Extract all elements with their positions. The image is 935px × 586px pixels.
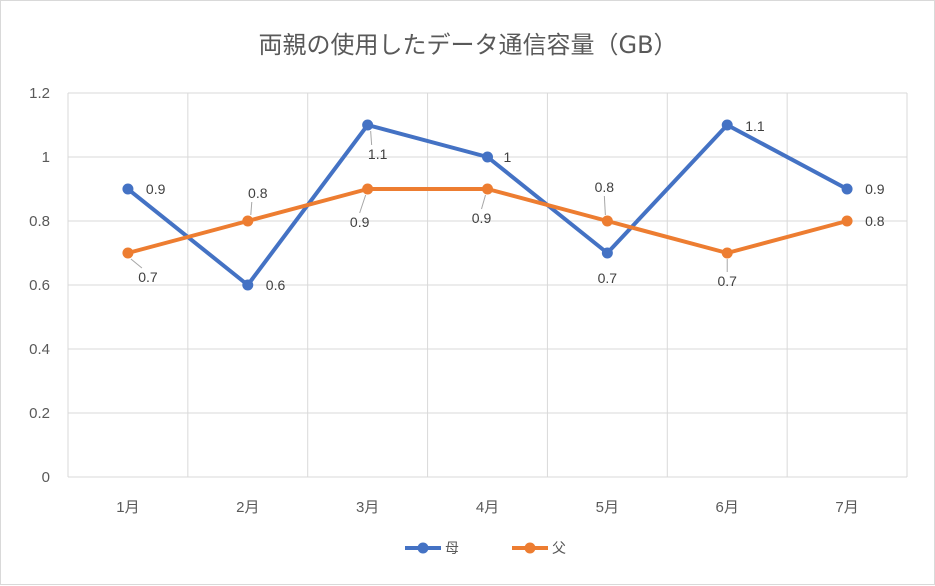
data-point (721, 247, 733, 259)
legend-label: 父 (552, 541, 566, 557)
x-tick-label: 2月 (236, 499, 259, 516)
label-leader-lines (130, 130, 728, 272)
data-point (841, 183, 853, 195)
legend-item-1[interactable]: 父 (512, 541, 566, 557)
y-tick-label: 0 (42, 469, 50, 486)
label-leader (250, 201, 253, 216)
data-label: 0.9 (472, 210, 492, 226)
data-label: 0.9 (350, 214, 370, 230)
legend-item-0[interactable]: 母 (405, 541, 459, 557)
y-tick-label: 1 (42, 149, 50, 166)
x-tick-label: 7月 (835, 499, 858, 516)
data-point (482, 151, 493, 163)
x-tick-label: 4月 (476, 499, 499, 516)
label-leader (130, 258, 143, 269)
data-point (242, 279, 254, 291)
data-point (841, 215, 853, 227)
data-point (601, 215, 613, 227)
data-point (362, 119, 374, 131)
label-leader (603, 195, 606, 216)
y-tick-label: 0.6 (29, 277, 50, 294)
y-tick-label: 0.8 (29, 213, 50, 230)
legend-label: 母 (445, 541, 459, 557)
data-label: 0.7 (138, 269, 158, 285)
data-label: 0.7 (598, 270, 618, 286)
x-tick-label: 5月 (596, 499, 619, 516)
data-point (721, 119, 733, 131)
data-point (601, 247, 613, 259)
data-label: 0.8 (248, 185, 268, 201)
data-point (122, 247, 134, 259)
series-line-0 (125, 123, 850, 287)
grid-lines (67, 92, 908, 478)
data-label: 0.8 (595, 179, 615, 195)
y-tick-label: 0.4 (29, 341, 50, 358)
y-tick-label: 0.2 (29, 405, 50, 422)
x-tick-label: 3月 (356, 499, 379, 516)
legend[interactable]: 母父 (405, 541, 566, 557)
label-leader (359, 194, 367, 214)
data-point (362, 183, 374, 195)
data-point (482, 183, 493, 195)
x-tick-label: 1月 (116, 499, 139, 516)
data-label: 1.1 (745, 118, 765, 134)
data-label: 0.8 (865, 213, 885, 229)
y-axis-ticks: 0 0.2 0.4 0.6 0.8 1 1.2 (29, 85, 50, 486)
chart-title: 両親の使用したデータ通信容量（GB） (258, 31, 677, 59)
y-tick-label: 1.2 (29, 85, 50, 102)
legend-swatch-marker (417, 542, 429, 554)
legend-swatch-marker (524, 542, 536, 554)
data-label: 1 (504, 149, 512, 165)
x-tick-label: 6月 (716, 499, 739, 516)
data-point (122, 183, 134, 195)
series-lines (122, 119, 853, 291)
x-axis-ticks: 1月 2月 3月 4月 5月 6月 7月 (116, 499, 858, 516)
data-label: 0.7 (717, 273, 737, 289)
data-label: 0.9 (146, 181, 166, 197)
data-point (242, 215, 254, 227)
data-label: 0.6 (266, 277, 286, 293)
data-label: 0.9 (865, 181, 885, 197)
data-labels: 0.9 0.6 1.1 1 0.7 1.1 0.9 0.7 0.8 0.9 0.9 0.8 0.7 0.8 (138, 118, 885, 293)
data-label: 1.1 (368, 146, 388, 162)
label-leader (481, 194, 486, 210)
label-leader (370, 130, 373, 146)
